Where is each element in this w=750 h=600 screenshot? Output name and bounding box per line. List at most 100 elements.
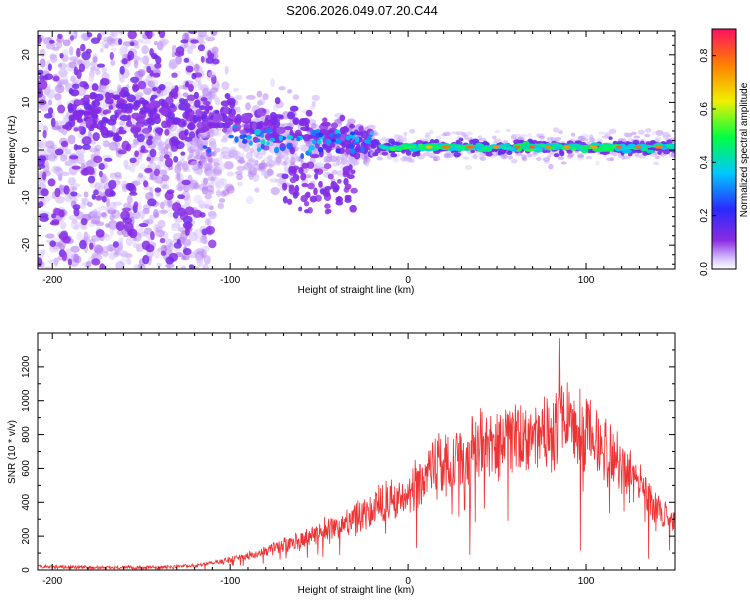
spectrogram-cell [220,146,230,154]
spectrogram-cell [322,191,331,197]
spectrogram-cell [120,210,131,221]
spectrogram-cell [269,142,276,149]
spectrogram-cell [155,226,163,233]
spectrogram-cell [331,138,336,143]
spectrogram-cell [591,142,598,147]
spectrogram-cell [54,85,60,92]
spectrogram-cell [245,134,253,140]
spectrogram-cell [159,155,164,162]
spectrogram-cell [256,138,261,143]
spectrogram-cell [89,182,97,188]
spectrogram-cell [645,141,651,146]
spectrogram-cell [70,75,76,83]
spectrogram-cell [521,154,527,160]
spectrogram-cell [239,134,246,140]
spectrogram-cell [308,134,315,139]
spectrogram-cell [90,123,100,129]
spectrogram-cell [254,159,259,165]
spectrogram-cell [204,193,212,200]
spectrogram-cell [168,212,174,218]
spectrogram-cell [70,35,75,41]
spectrogram-cell [315,128,321,134]
snr-x-ticks: -200 -100 0 100 [42,333,676,587]
spectrogram-cell [91,113,98,119]
spectrogram-cell [121,251,129,259]
spectrogram-cell [355,136,360,143]
spectrogram-cell [256,90,263,98]
spectrogram-x-ticks: -200 -100 0 100 [42,31,676,286]
spectrogram-cell [101,195,107,203]
spectrogram-cell [623,132,630,137]
spectrogram-cell [159,237,166,244]
spectrogram-cell [633,135,641,139]
spectrogram-cell [364,152,369,161]
spectrogram-cell [261,130,266,134]
spectrogram-cell [194,99,201,108]
spectrogram-cell [72,83,80,90]
spectrogram-cell [310,122,317,129]
colorbar-tick-label: 0.4 [699,155,710,169]
spectrogram-cell [102,234,112,241]
spectrogram-cell [193,91,200,100]
spectrogram-cell [630,131,637,136]
spectrogram-cell [68,61,77,69]
spectrogram-cell [492,145,500,149]
spectrogram-cell [215,97,221,106]
spectrogram-cell [54,93,62,101]
spectrogram-cell [40,248,46,255]
spectrogram-cell [121,58,128,65]
spectrogram-cell [316,139,322,145]
spectrogram-cell [47,63,52,72]
spectrogram-cell [40,138,47,149]
spectrogram-cell [217,202,225,210]
spectrogram-cell [654,155,660,160]
spectrogram-cell [44,73,54,80]
spectrogram-cell [213,147,221,153]
snr-y-tick-label: 800 [21,426,32,443]
spectrogram-cell [207,176,215,181]
spectrogram-cell [560,161,567,165]
spectrogram-cell [292,119,299,125]
spectrogram-cell [86,160,93,168]
spectrogram-cell [92,208,98,215]
spectrogram-cell [336,178,342,184]
spectrogram-cell [124,103,135,111]
colorbar-tick-label: 0.6 [699,102,710,116]
spectrogram-cell [349,131,356,136]
spectrogram-cell [349,204,357,213]
spectrogram-cell [110,31,115,37]
spectrogram-cell [47,99,53,106]
snr-x-tick-label: -100 [220,576,240,587]
spectrogram-cell [358,125,364,133]
spectrogram-cell [550,137,557,141]
spectrogram-cell [152,175,157,183]
spectrogram-cell [615,145,623,149]
spectrogram-cell [62,115,69,122]
spectrogram-cell [601,135,610,139]
spectrogram-cell [90,139,97,145]
spectrogram-cell [96,63,106,68]
spectrogram-cell [654,145,664,149]
spectrogram-cell [325,156,333,162]
spectrogram-cell [186,94,196,101]
spectrogram-cell [176,172,181,181]
spectrogram-cell [136,243,141,253]
spectrogram-cell [313,187,318,196]
spectrogram-cell [157,145,166,151]
spectrogram-cell [57,63,63,68]
spectrogram-cell [346,174,355,180]
spectrogram-cell [308,147,312,153]
spectrogram-cell [152,87,158,92]
spectrogram-y-tick-label: -20 [21,238,32,253]
spectrogram-cell [171,44,177,54]
spectrogram-cell [279,115,284,120]
spectrogram-cell [80,169,90,176]
spectrogram-cell [204,203,210,210]
spectrogram-cell [139,106,150,113]
snr-panel: -200 -100 0 100 0 200 400 600 800 1000 1200 Heigh… [7,332,676,596]
spectrogram-cell [45,43,56,50]
spectrogram-cell [222,154,233,160]
colorbar-tick-label: 0.2 [699,208,710,222]
spectrogram-cell [87,175,96,184]
spectrogram-cell [98,163,105,170]
